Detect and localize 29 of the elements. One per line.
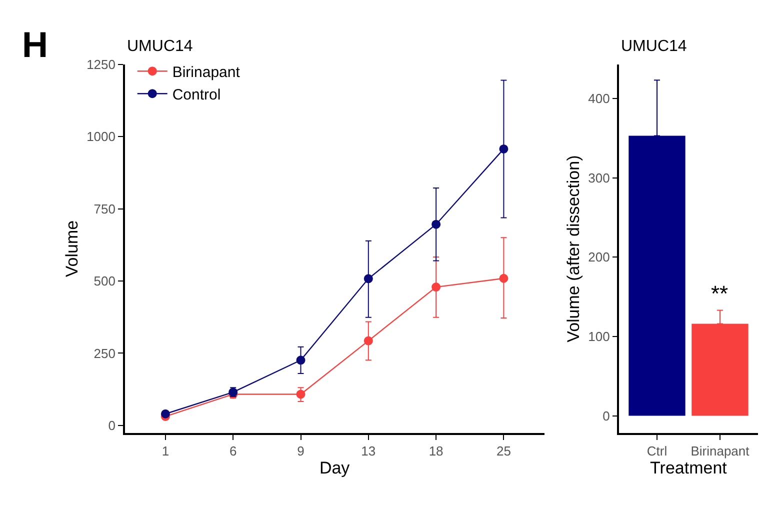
y-tick-label: 100 bbox=[588, 328, 610, 344]
x-axis-title: Treatment bbox=[650, 458, 728, 478]
y-tick-label: 500 bbox=[94, 274, 116, 289]
x-tick-label: Birinapant bbox=[690, 444, 750, 459]
legend-label: Control bbox=[172, 86, 221, 104]
y-tick-label: 200 bbox=[588, 250, 610, 265]
y-tick-label: 250 bbox=[94, 346, 116, 361]
text: H bbox=[22, 24, 48, 65]
x-tick-label: 6 bbox=[229, 444, 237, 459]
x-tick-label: 25 bbox=[496, 444, 511, 459]
y-tick-label: 400 bbox=[588, 90, 610, 106]
y-axis-title: Volume (after dissection) bbox=[564, 155, 584, 342]
y-axis-title: Volume bbox=[62, 220, 82, 278]
chart-title: UMUC14 bbox=[127, 38, 193, 55]
x-tick-label: 1 bbox=[162, 444, 170, 459]
x-tick-label: 13 bbox=[361, 444, 376, 459]
x-axis-title: Day bbox=[319, 458, 350, 478]
x-tick-label: Ctrl bbox=[646, 444, 668, 459]
y-tick-label: 300 bbox=[588, 170, 610, 186]
y-tick-label: 1000 bbox=[86, 129, 116, 144]
y-tick-label: 750 bbox=[94, 201, 116, 216]
x-tick-label: 18 bbox=[428, 444, 444, 459]
y-tick-label: 1250 bbox=[86, 56, 116, 72]
legend-label: Birinapant bbox=[172, 64, 241, 81]
chart-title: UMUC14 bbox=[621, 38, 687, 55]
x-tick-label: 9 bbox=[297, 444, 304, 459]
annotation: ** bbox=[711, 281, 729, 306]
y-tick-label: 0 bbox=[108, 418, 116, 433]
y-tick-label: 0 bbox=[602, 408, 610, 424]
